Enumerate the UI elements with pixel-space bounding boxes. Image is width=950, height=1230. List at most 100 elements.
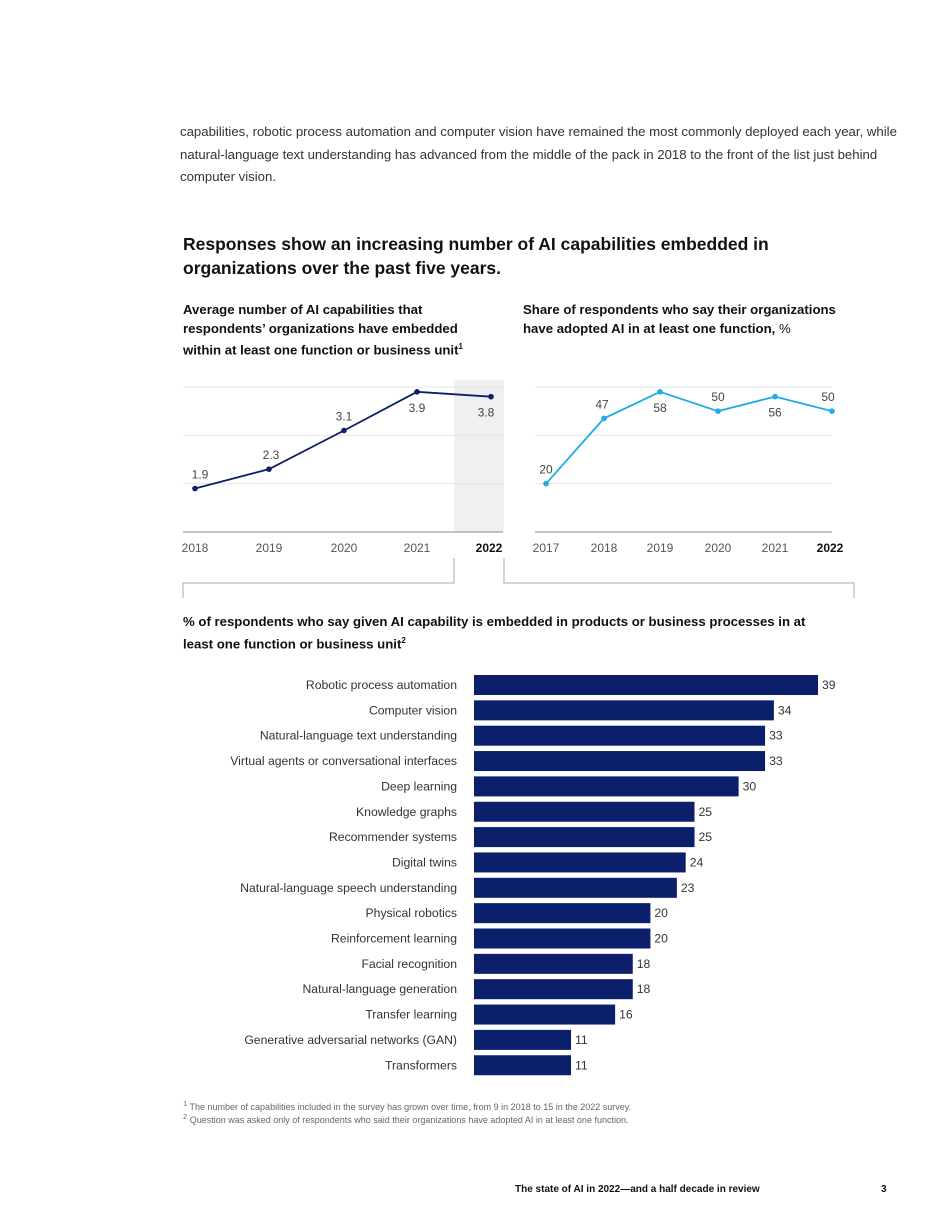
bar-value-label: 33 (769, 729, 783, 743)
bracket-left (182, 558, 455, 598)
bar-category-label: Natural-language generation (303, 982, 458, 996)
data-label: 3.9 (409, 401, 426, 415)
footnote-2: 2 Question was asked only of respondents… (183, 1112, 628, 1125)
x-tick-label: 2022 (817, 541, 844, 555)
chart2-title: Share of respondents who say their organ… (523, 301, 863, 338)
x-tick-label: 2021 (762, 541, 789, 555)
bar-category-label: Physical robotics (366, 906, 457, 920)
bar (474, 776, 739, 797)
bar-category-label: Facial recognition (361, 957, 457, 971)
bar (474, 903, 651, 924)
bar-category-label: Recommender systems (329, 830, 457, 844)
bar (474, 751, 766, 772)
bar (474, 953, 633, 974)
data-point (543, 480, 549, 487)
x-tick-label: 2021 (404, 541, 431, 555)
bar (474, 801, 695, 822)
x-tick-label: 2018 (182, 541, 209, 555)
bar-value-label: 25 (699, 805, 713, 819)
chart2-title-text: Share of respondents who say their organ… (523, 302, 836, 336)
footnote-mark: 2 (401, 635, 406, 645)
series-line (545, 390, 833, 485)
data-point (772, 393, 778, 400)
x-tick-label: 2019 (647, 541, 674, 555)
data-label: 20 (539, 463, 553, 477)
data-point (715, 408, 721, 414)
bar-category-label: Computer vision (369, 703, 457, 717)
footnote-mark: 2 (183, 1112, 188, 1121)
data-point (657, 389, 663, 395)
highlight-band (454, 380, 504, 532)
x-tick-label: 2018 (591, 541, 618, 555)
bar-value-label: 16 (619, 1008, 633, 1022)
bar (474, 1004, 616, 1025)
bar-value-label: 11 (575, 1033, 588, 1047)
bar-category-label: Generative adversarial networks (GAN) (244, 1033, 457, 1047)
data-label: 1.9 (192, 468, 209, 482)
data-label: 50 (711, 390, 725, 404)
data-point (601, 415, 607, 422)
x-tick-label: 2017 (533, 541, 560, 555)
bar (474, 877, 677, 898)
bar (474, 979, 633, 1000)
bar (474, 928, 651, 949)
intro-paragraph: capabilities, robotic process automation… (180, 124, 897, 184)
bar-value-label: 23 (681, 881, 695, 895)
bar (474, 1055, 572, 1076)
data-label: 2.3 (263, 448, 280, 462)
chart3-title-text: % of respondents who say given AI capabi… (183, 614, 806, 651)
bar (474, 1029, 572, 1050)
bar-value-label: 39 (822, 678, 836, 692)
bracket-right (503, 558, 855, 598)
bar (474, 852, 686, 873)
chart2-unit: % (778, 320, 791, 336)
bar-category-label: Transfer learning (365, 1008, 457, 1022)
page-number: 3 (881, 1184, 887, 1195)
data-label: 58 (653, 401, 667, 415)
bar-category-label: Virtual agents or conversational interfa… (230, 754, 457, 768)
data-point (414, 389, 420, 395)
line-charts: 1.9 2018 2.3 2019 3.1 2020 3.9 2021 3.8 2022 20 201… (182, 380, 855, 598)
x-tick-label: 2019 (256, 541, 283, 555)
footnote-mark: 1 (458, 342, 463, 351)
data-label: 47 (595, 397, 609, 411)
data-point (266, 466, 272, 472)
bar-category-label: Robotic process automation (306, 678, 457, 692)
bar-category-label: Digital twins (392, 855, 457, 869)
bar-value-label: 34 (778, 703, 792, 717)
footer-title: The state of AI in 2022—and a half decad… (515, 1184, 760, 1195)
bar-value-label: 18 (637, 957, 651, 971)
bar-category-label: Deep learning (381, 779, 457, 793)
footnote-text: Question was asked only of respondents w… (189, 1115, 629, 1125)
bar (474, 675, 818, 695)
data-point (341, 427, 347, 434)
x-tick-label: 2022 (476, 541, 503, 555)
bar-category-label: Natural-language text understanding (260, 729, 457, 743)
footnote-1: 1 The number of capabilities included in… (183, 1099, 631, 1112)
bar-value-label: 20 (654, 906, 668, 920)
exhibit-headline: Responses show an increasing number of A… (183, 234, 769, 278)
data-point (829, 408, 835, 414)
bar-value-label: 25 (699, 830, 713, 844)
x-tick-label: 2020 (331, 541, 358, 555)
x-tick-label: 2020 (705, 541, 732, 555)
bar-category-label: Reinforcement learning (331, 932, 457, 946)
bar-value-label: 20 (654, 932, 668, 946)
chart1-title-text: Average number of AI capabilities that r… (183, 302, 459, 358)
footnote-mark: 1 (183, 1099, 188, 1108)
data-label: 56 (768, 406, 782, 420)
chart3-title: % of respondents who say given AI capabi… (183, 613, 833, 653)
bar-category-label: Natural-language speech understanding (240, 881, 457, 895)
bar (474, 827, 695, 848)
data-point (192, 485, 198, 492)
bar-chart: Robotic process automation 39 Computer vis… (230, 675, 836, 1076)
bar-value-label: 30 (743, 779, 757, 793)
data-label: 3.1 (336, 410, 353, 424)
bar-value-label: 24 (690, 855, 704, 869)
data-label: 50 (821, 390, 835, 404)
bar-value-label: 33 (769, 754, 783, 768)
series-line (194, 390, 492, 490)
bar (474, 725, 766, 746)
bar-value-label: 18 (637, 982, 651, 996)
